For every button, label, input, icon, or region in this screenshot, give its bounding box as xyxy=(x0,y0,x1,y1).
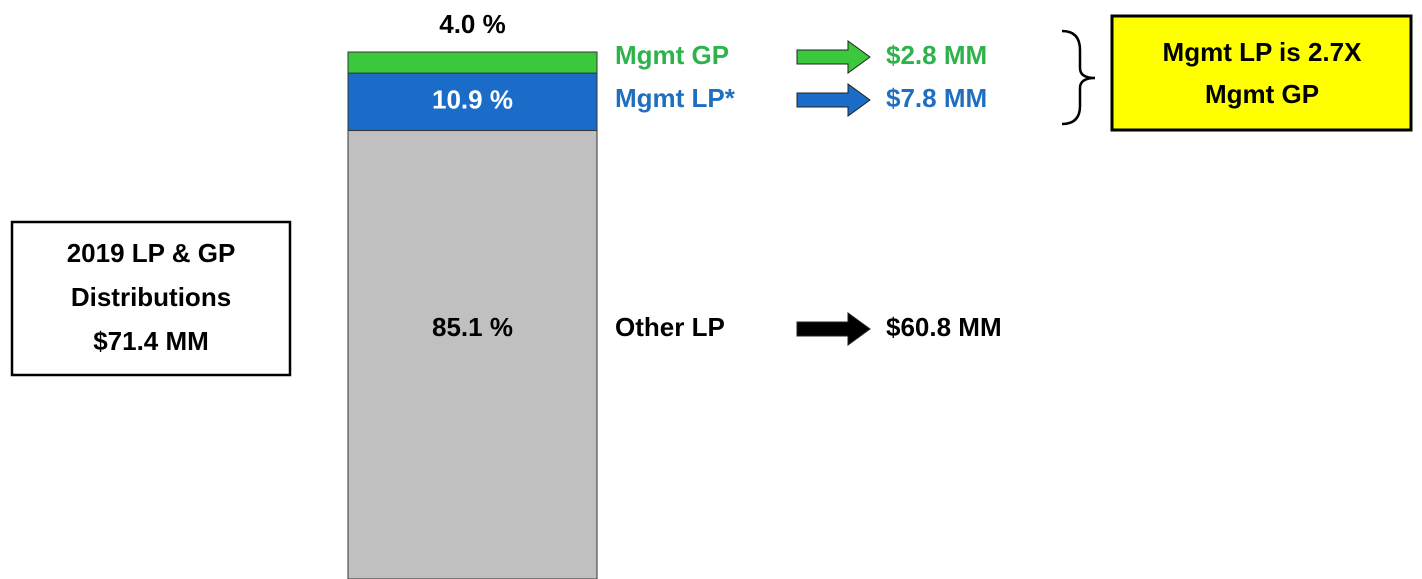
total-box xyxy=(10,220,292,377)
bar-segment xyxy=(347,51,598,74)
arrow xyxy=(796,40,871,74)
bar-segment xyxy=(347,72,598,132)
arrow xyxy=(796,312,871,346)
box-line: Distributions xyxy=(71,282,231,312)
bar-segment xyxy=(347,130,598,579)
callout-line: Mgmt LP is 2.7X xyxy=(1163,37,1363,67)
callout-box xyxy=(1110,14,1413,132)
legend-label: Mgmt LP* xyxy=(615,83,736,113)
value-label: 4.0 % xyxy=(439,9,506,39)
arrow xyxy=(796,83,871,117)
amount-label: $2.8 MM xyxy=(886,40,987,70)
legend-label: Other LP xyxy=(615,312,725,342)
bracket xyxy=(1061,29,1096,126)
box-line: $71.4 MM xyxy=(93,326,209,356)
callout-line: Mgmt GP xyxy=(1205,79,1319,109)
legend-label: Mgmt GP xyxy=(615,40,729,70)
amount-label: $7.8 MM xyxy=(886,83,987,113)
amount-label: $60.8 MM xyxy=(886,312,1002,342)
value-label: 85.1 % xyxy=(432,312,513,342)
value-label: 10.9 % xyxy=(432,85,513,115)
box-line: 2019 LP & GP xyxy=(67,238,236,268)
